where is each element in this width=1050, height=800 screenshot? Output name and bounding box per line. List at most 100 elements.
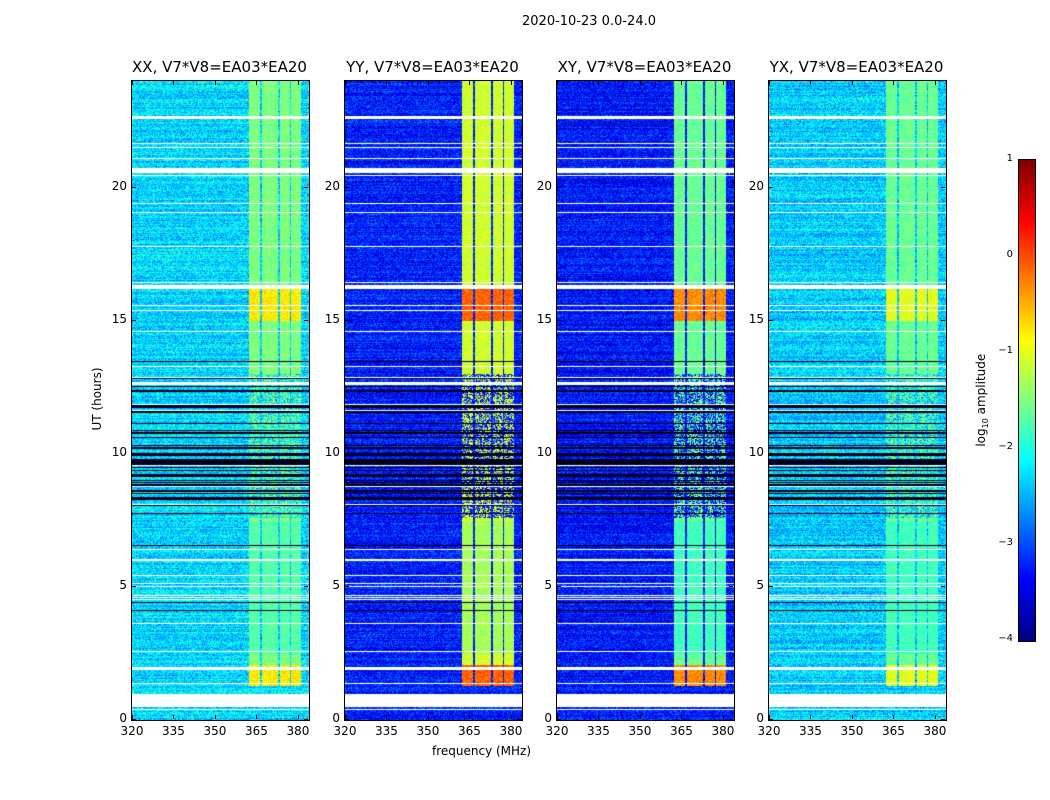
x-tick-mark xyxy=(810,715,812,719)
y-tick-mark xyxy=(941,319,945,321)
x-tick-mark xyxy=(557,715,558,719)
x-tick-mark xyxy=(722,81,724,85)
heatmap-image xyxy=(769,81,946,720)
x-tick-mark xyxy=(851,81,853,85)
colorbar-tick-label: −2 xyxy=(998,441,1013,452)
x-tick-label: 350 xyxy=(203,724,227,738)
y-tick-label: 0 xyxy=(544,711,552,725)
y-tick-label: 15 xyxy=(324,311,340,326)
y-tick-mark xyxy=(729,452,733,454)
x-tick-mark xyxy=(427,715,429,719)
colorbar xyxy=(1018,159,1036,642)
x-tick-mark xyxy=(345,715,346,719)
y-tick-mark xyxy=(729,319,733,321)
y-tick-mark xyxy=(941,452,945,454)
heatmap-image xyxy=(132,81,309,720)
panel-title: YX, V7*V8=EA03*EA20 xyxy=(769,58,944,76)
x-axis-label: frequency (MHz) xyxy=(432,744,532,758)
colorbar-tick-label: −3 xyxy=(998,537,1013,548)
x-tick-label: 335 xyxy=(162,724,185,738)
y-tick-mark xyxy=(304,452,308,454)
x-tick-label: 350 xyxy=(628,724,652,738)
x-tick-mark xyxy=(681,81,683,85)
colorbar-tick-label: −1 xyxy=(998,345,1013,356)
y-tick-mark xyxy=(132,319,136,321)
x-tick-mark xyxy=(557,81,558,85)
y-tick-label: 20 xyxy=(748,178,764,193)
waterfall-panel xyxy=(131,80,310,721)
colorbar-label-sub: 10 xyxy=(981,418,991,429)
x-tick-mark xyxy=(297,715,299,719)
y-axis-label: UT (hours) xyxy=(90,367,104,431)
y-tick-mark xyxy=(132,452,136,454)
x-tick-mark xyxy=(639,715,641,719)
x-tick-label: 350 xyxy=(416,724,440,738)
x-tick-mark xyxy=(810,81,812,85)
colorbar-tick-label: 0 xyxy=(1006,249,1013,260)
y-tick-mark xyxy=(345,585,349,587)
y-tick-mark xyxy=(304,186,308,188)
panel-title: XY, V7*V8=EA03*EA20 xyxy=(557,58,732,76)
y-tick-mark xyxy=(557,585,561,587)
x-tick-label: 350 xyxy=(840,724,864,738)
y-tick-label: 15 xyxy=(536,311,552,326)
y-tick-label: 20 xyxy=(324,178,340,193)
y-tick-mark xyxy=(345,452,349,454)
x-tick-label: 320 xyxy=(757,724,781,738)
x-tick-mark xyxy=(386,81,388,85)
x-tick-mark xyxy=(598,715,600,719)
y-tick-label: 20 xyxy=(111,178,127,193)
x-tick-mark xyxy=(345,81,346,85)
waterfall-panel xyxy=(556,80,735,721)
x-tick-mark xyxy=(639,81,641,85)
y-tick-mark xyxy=(517,186,521,188)
y-tick-label: 15 xyxy=(748,311,764,326)
x-tick-mark xyxy=(256,81,258,85)
y-tick-mark xyxy=(941,585,945,587)
x-tick-label: 365 xyxy=(882,724,905,738)
x-tick-mark xyxy=(598,81,600,85)
x-tick-label: 380 xyxy=(923,724,947,738)
x-tick-label: 335 xyxy=(799,724,822,738)
y-tick-label: 0 xyxy=(756,711,764,725)
x-tick-label: 380 xyxy=(286,724,310,738)
y-tick-mark xyxy=(304,319,308,321)
x-tick-mark xyxy=(297,81,299,85)
y-tick-mark xyxy=(941,186,945,188)
y-tick-mark xyxy=(729,719,733,720)
y-tick-label: 5 xyxy=(756,577,764,592)
panel-title: YY, V7*V8=EA03*EA20 xyxy=(346,58,519,76)
y-tick-label: 10 xyxy=(536,444,552,459)
x-tick-label: 365 xyxy=(458,724,481,738)
x-tick-mark xyxy=(173,715,175,719)
colorbar-gradient xyxy=(1019,160,1035,641)
y-tick-label: 20 xyxy=(536,178,552,193)
y-tick-mark xyxy=(557,719,561,720)
x-tick-mark xyxy=(893,715,895,719)
y-tick-label: 10 xyxy=(111,444,127,459)
x-tick-mark xyxy=(386,715,388,719)
y-tick-mark xyxy=(304,719,308,720)
y-tick-mark xyxy=(132,585,136,587)
y-tick-mark xyxy=(345,719,349,720)
x-tick-mark xyxy=(893,81,895,85)
y-tick-mark xyxy=(517,585,521,587)
y-tick-mark xyxy=(132,186,136,188)
x-tick-mark xyxy=(427,81,429,85)
x-tick-mark xyxy=(256,715,258,719)
y-tick-label: 5 xyxy=(544,577,552,592)
y-tick-mark xyxy=(132,719,136,720)
x-tick-mark xyxy=(681,715,683,719)
y-tick-mark xyxy=(769,319,773,321)
x-tick-mark xyxy=(934,81,936,85)
colorbar-label: log10 amplitude xyxy=(974,340,990,460)
y-tick-mark xyxy=(769,452,773,454)
x-tick-mark xyxy=(469,81,471,85)
y-tick-mark xyxy=(941,719,945,720)
x-tick-label: 380 xyxy=(499,724,523,738)
y-tick-mark xyxy=(517,452,521,454)
x-tick-label: 365 xyxy=(670,724,693,738)
x-tick-mark xyxy=(214,715,216,719)
heatmap-image xyxy=(557,81,734,720)
